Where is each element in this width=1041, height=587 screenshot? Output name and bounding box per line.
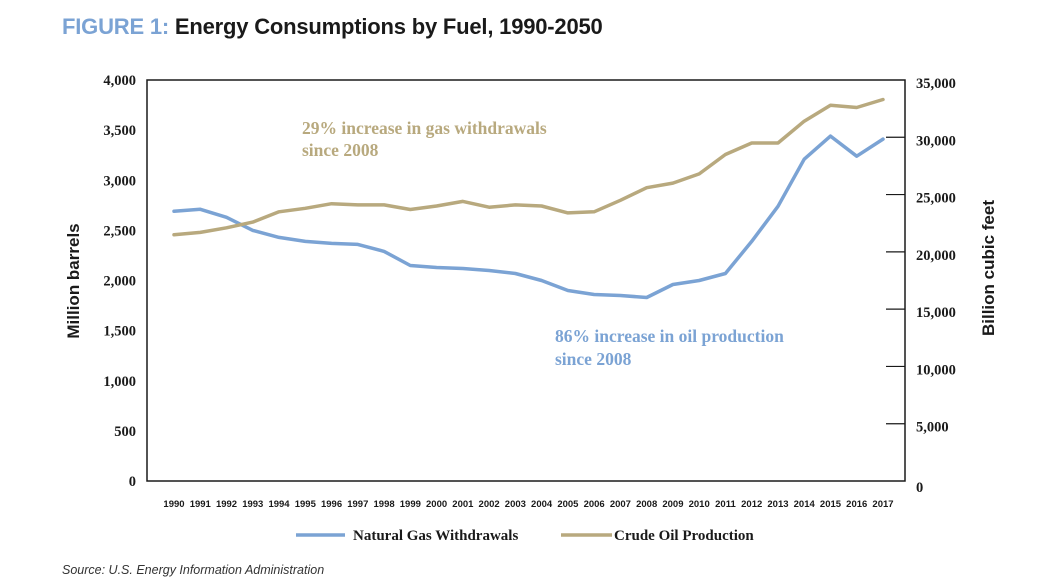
x-tick-label: 2013 (767, 499, 788, 510)
source-note: Source: U.S. Energy Information Administ… (62, 563, 325, 577)
x-tick-label: 1997 (347, 499, 368, 510)
y-tick-left-label: 2,000 (103, 274, 136, 290)
y-axis-right-label: Billion cubic feet (979, 200, 998, 336)
y-tick-right-label: 0 (916, 480, 923, 496)
chart-title: FIGURE 1: Energy Consumptions by Fuel, 1… (62, 14, 603, 40)
x-tick-label: 2004 (531, 499, 553, 510)
y-tick-left-label: 2,500 (103, 223, 136, 239)
y-tick-left-label: 1,000 (103, 374, 136, 390)
series-line-natural-gas-withdrawals (172, 134, 885, 300)
y-tick-left-label: 3,000 (103, 173, 136, 189)
x-tick-label: 2007 (610, 499, 631, 510)
y-tick-right-label: 35,000 (916, 76, 956, 92)
legend-label-oil: Crude Oil Production (614, 528, 754, 544)
series-line-crude-oil-production (172, 97, 885, 237)
x-tick-label: 2014 (794, 499, 816, 510)
x-tick-label: 2010 (689, 499, 710, 510)
x-tick-label: 2000 (426, 499, 447, 510)
x-tick-label: 2001 (452, 499, 474, 510)
x-tick-label: 2009 (662, 499, 683, 510)
x-tick-label: 2017 (872, 499, 893, 510)
annotation-oil: 86% increase in oil production since 200… (555, 326, 788, 369)
annotation-oil-line-2: since 2008 (555, 349, 632, 369)
x-tick-label: 2006 (584, 499, 605, 510)
y-axis-left-label: Million barrels (64, 223, 83, 338)
x-axis: 1990 1991 1992 1993 1994 1995 1996 1997 1998 1999… (163, 499, 893, 510)
y-tick-right-label: 25,000 (916, 191, 956, 207)
annotation-gas: 29% increase in gas withdrawals since 20… (302, 118, 551, 160)
legend-label-gas: Natural Gas Withdrawals (353, 528, 518, 544)
y-tick-left-label: 500 (114, 424, 136, 440)
y-tick-right-label: 5,000 (916, 420, 949, 436)
y-tick-left-label: 4,000 (103, 73, 136, 89)
x-tick-label: 1991 (190, 499, 212, 510)
y-tick-left-label: 1,500 (103, 324, 136, 340)
x-tick-label: 2015 (820, 499, 842, 510)
y-tick-right-label: 30,000 (916, 133, 956, 149)
y-tick-left-label: 3,500 (103, 123, 136, 139)
annotation-oil-line-1: 86% increase in oil production (555, 326, 784, 346)
y-tick-right-label: 15,000 (916, 305, 956, 321)
x-tick-label: 1994 (268, 499, 290, 510)
y-tick-right-label: 10,000 (916, 362, 956, 378)
plot-area (146, 79, 906, 482)
x-tick-label: 1992 (216, 499, 237, 510)
x-tick-label: 2011 (715, 499, 736, 510)
y-tick-left-label: 0 (129, 474, 136, 490)
plot-frame (146, 79, 906, 482)
annotation-gas-line-2: since 2008 (302, 140, 379, 160)
x-tick-label: 1996 (321, 499, 342, 510)
series-lines (172, 97, 885, 300)
annotation-gas-line-1: 29% increase in gas withdrawals (302, 118, 547, 138)
x-tick-label: 1995 (295, 499, 317, 510)
x-tick-label: 2002 (479, 499, 500, 510)
x-tick-label: 1998 (374, 499, 395, 510)
y-tick-right-label: 20,000 (916, 248, 956, 264)
x-tick-label: 2016 (846, 499, 867, 510)
x-tick-label: 1990 (163, 499, 184, 510)
figure-label: FIGURE 1: (62, 14, 169, 39)
x-tick-label: 1993 (242, 499, 263, 510)
x-tick-label: 2012 (741, 499, 762, 510)
y-axis-left: 0 500 1,000 1,500 2,000 2,500 3,000 3,500 4,000 (103, 73, 136, 490)
figure-title: Energy Consumptions by Fuel, 1990-2050 (174, 14, 603, 39)
x-tick-label: 1999 (400, 499, 421, 510)
x-tick-label: 2005 (557, 499, 579, 510)
x-tick-label: 2003 (505, 499, 526, 510)
legend: Natural Gas Withdrawals Crude Oil Produc… (296, 528, 754, 544)
y-axis-right: 0 5,000 10,000 15,000 20,000 25,000 30,000 35,0… (886, 76, 956, 496)
x-tick-label: 2008 (636, 499, 657, 510)
